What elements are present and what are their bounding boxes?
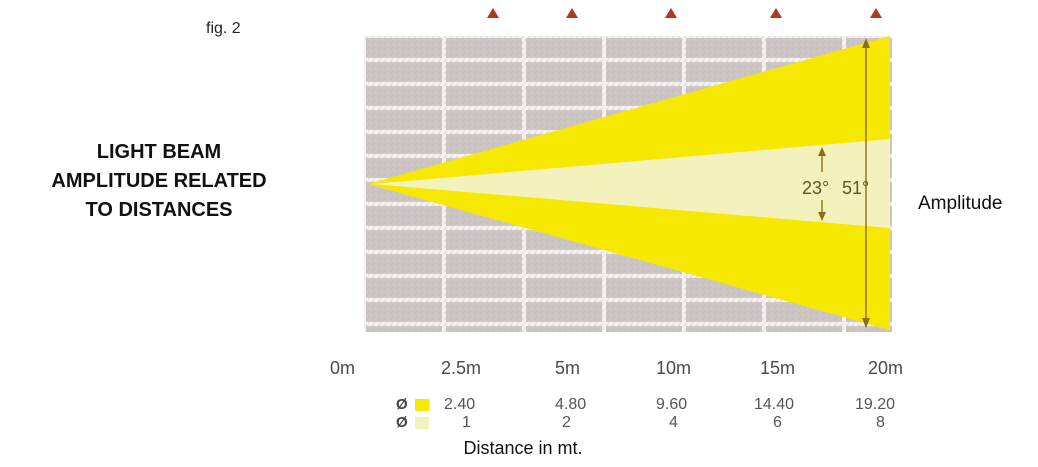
narrow-diameter-4: 6 (773, 414, 782, 431)
distance-label-5: 20m (868, 358, 904, 378)
wide-diameter-1: 2.40 (444, 396, 476, 413)
wide-dimension-arrow-bottom (862, 318, 870, 328)
diameter-symbol-narrow: Ø (396, 414, 408, 431)
title-line-3: TO DISTANCES (85, 199, 233, 221)
amplitude-label: Amplitude (918, 193, 1003, 214)
lux-marker-4 (770, 8, 782, 18)
wide-dimension-arrow-top (862, 38, 870, 48)
narrow-dimension-arrow-top (818, 147, 826, 156)
narrow-diameter-3: 4 (669, 414, 678, 431)
x-axis-label: Distance in mt. (463, 438, 583, 458)
wide-diameter-5: 19.20 (855, 396, 896, 413)
wide-beam-swatch (415, 399, 429, 411)
wide-angle-label: 51° (842, 178, 869, 198)
wide-diameter-2: 4.80 (555, 396, 587, 413)
distance-label-1: 2.5m (441, 358, 482, 378)
narrow-angle-label: 23° (802, 178, 829, 198)
narrow-beam (372, 139, 890, 228)
lux-marker-5 (870, 8, 882, 18)
title-line-1: LIGHT BEAM (96, 141, 222, 163)
distance-label-4: 15m (760, 358, 796, 378)
distance-label-2: 5m (555, 358, 581, 378)
distance-label-3: 10m (656, 358, 692, 378)
narrow-diameter-1: 1 (462, 414, 471, 431)
title-line-2: AMPLITUDE RELATED (51, 170, 267, 192)
distance-label-0: 0m (330, 358, 356, 378)
narrow-dimension-arrow-bottom (818, 212, 826, 221)
diagram-title: LIGHT BEAM AMPLITUDE RELATED TO DISTANCE… (0, 138, 318, 225)
narrow-beam-swatch (415, 417, 429, 429)
narrow-diameter-2: 2 (562, 414, 571, 431)
lux-marker-1 (487, 8, 499, 18)
wide-diameter-3: 9.60 (656, 396, 688, 413)
figure-label: fig. 2 (206, 20, 241, 37)
diameter-symbol-wide: Ø (396, 396, 408, 413)
lux-marker-3 (665, 8, 677, 18)
narrow-diameter-5: 8 (876, 414, 885, 431)
lux-marker-2 (566, 8, 578, 18)
wide-diameter-4: 14.40 (754, 396, 795, 413)
